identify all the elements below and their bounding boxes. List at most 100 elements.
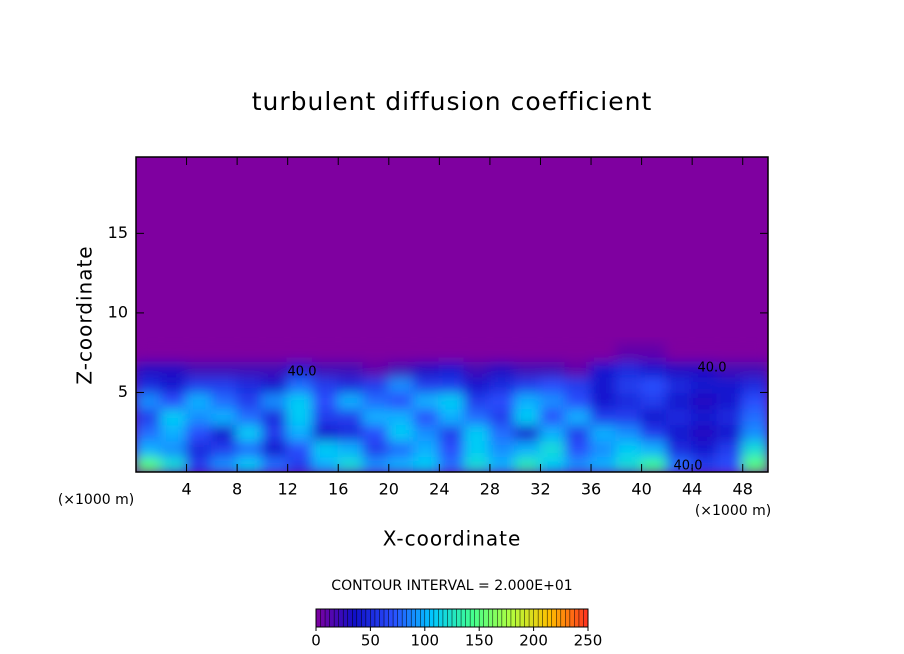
field-cell [337,343,365,362]
field-cell [210,375,239,394]
colorbar-slice [429,609,435,627]
field-cell [438,407,466,426]
field-cell [590,359,618,378]
field-cell [413,391,441,410]
field-cell [286,375,314,394]
field-cell [665,359,694,378]
field-cell [136,423,163,442]
field-cell [665,375,694,394]
colorbar-slice [542,609,548,627]
field-cell [514,439,542,458]
field-cell [362,407,390,426]
colorbar-slice [402,609,408,627]
field-cell [716,407,744,426]
y-tick-label: 5 [118,382,128,401]
x-unit-label: (×1000 m) [695,503,771,519]
field-cell [286,359,314,378]
field-cell [160,343,188,362]
x-tick-label: 8 [232,480,242,499]
field-cell [539,343,567,362]
colorbar-slice [316,609,322,627]
colorbar-slice [388,609,394,627]
field-cell [337,407,365,426]
field-cell [185,359,213,378]
field-cell [640,455,668,472]
field-cell [514,359,542,378]
field-cell [210,407,239,426]
field-cell [640,391,668,410]
colorbar-slice [569,609,575,627]
field-cell [210,359,239,378]
field-cell [136,359,163,378]
colorbar-slice [361,609,367,627]
field-cell [488,375,517,394]
field-cell [741,439,768,458]
field-cell [387,359,416,378]
colorbar-slice [515,609,521,627]
field-cell [691,439,719,458]
colorbar-tick-label: 0 [311,632,321,650]
field-cell [539,423,567,442]
field-cell [413,455,441,472]
field-cell [741,407,768,426]
field-cell [463,359,491,378]
field-cell [413,423,441,442]
field-cell [413,439,441,458]
field-cell [514,423,542,442]
field-cell [311,423,340,442]
field-cell [691,423,719,442]
field-cell [337,359,365,378]
field-cell [716,423,744,442]
field-cell [413,343,441,362]
x-tick-label: 28 [480,480,500,499]
colorbar-slice [461,609,467,627]
field-cell [413,359,441,378]
field-cell [136,343,163,362]
x-tick-label: 44 [682,480,702,499]
field-cell [488,359,517,378]
field-cell [185,375,213,394]
field-cell [387,439,416,458]
colorbar-slice [501,609,507,627]
field-cell [236,439,264,458]
field-cell [640,375,668,394]
field-cell [488,343,517,362]
field-cell [590,375,618,394]
field-cell [160,423,188,442]
field-cell [362,359,390,378]
field-cell [691,375,719,394]
field-cell [564,407,593,426]
chart-title: turbulent diffusion coefficient [252,87,653,116]
field-cell [362,375,390,394]
field-cell [716,375,744,394]
field-cell [564,359,593,378]
colorbar-tick-label: 200 [519,632,548,650]
field-cell [387,391,416,410]
field-cell [261,359,289,378]
field-cell [615,423,643,442]
colorbar-slice [488,609,494,627]
field-cell [387,343,416,362]
field-cell [261,423,289,442]
field-cell [665,455,694,472]
field-cell [438,423,466,442]
field-cell [640,359,668,378]
field-cell [463,391,491,410]
field-cell [210,423,239,442]
field-cell [311,375,340,394]
field-cell [539,359,567,378]
field-cell [463,343,491,362]
field-cell [438,439,466,458]
colorbar-tick-label: 150 [465,632,494,650]
field-cell [691,407,719,426]
field-cell [236,455,264,472]
colorbar-slice [442,609,448,627]
x-tick-label: 20 [379,480,399,499]
colorbar-slice [556,609,562,627]
field-cell [564,391,593,410]
y-tick-label: 15 [108,223,128,242]
field-cell [640,423,668,442]
field-cell [615,375,643,394]
colorbar-slice [352,609,358,627]
